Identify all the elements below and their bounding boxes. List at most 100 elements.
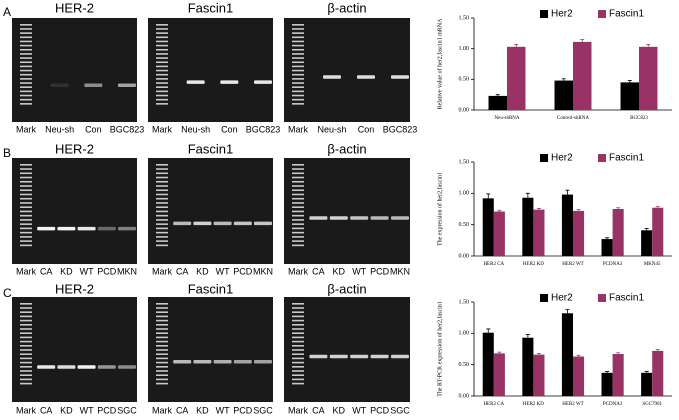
ladder-band (156, 366, 168, 368)
ladder-band (292, 223, 304, 225)
ladder-band (20, 164, 32, 166)
gel-image (284, 158, 410, 264)
ladder-band (156, 328, 168, 330)
ladder-band (156, 303, 168, 305)
gel-band (193, 221, 212, 226)
ladder-band (20, 103, 32, 105)
ladder-band (20, 353, 32, 355)
legend-label: Her2 (551, 153, 573, 164)
ladder-band (20, 24, 32, 26)
lane-label: PCD (370, 266, 390, 276)
gel-title: Fascin1 (188, 0, 234, 15)
lane-label: Mark (288, 124, 308, 134)
ladder-band (20, 378, 32, 381)
ladder-band (20, 94, 32, 97)
bar (573, 41, 592, 110)
gel-band (233, 360, 252, 364)
ladder-band (292, 378, 304, 381)
ladder-band (292, 65, 304, 68)
ladder-band (292, 374, 304, 376)
error-bar (536, 352, 541, 355)
ladder-band (20, 90, 32, 93)
x-tick-label: PCDNA3 (603, 262, 623, 267)
ladder-band (20, 61, 32, 64)
ladder-band (292, 382, 304, 385)
ladder-band (156, 193, 168, 196)
ladder-band (20, 78, 32, 80)
lane-label: WT (352, 405, 366, 415)
bar (612, 354, 624, 396)
ladder-band (156, 189, 168, 192)
ladder-band (156, 307, 168, 309)
ladder-band (292, 231, 304, 234)
y-tick-label: 0.50 (459, 362, 470, 368)
error-bar (565, 189, 570, 195)
ladder-band (20, 374, 32, 376)
lane-label: BGC823 (110, 124, 145, 134)
ladder-band (292, 172, 304, 175)
ladder-band (292, 32, 304, 34)
ladder-band (292, 90, 304, 93)
gel-band (233, 221, 252, 226)
ladder-band (292, 103, 304, 105)
ladder-band (156, 24, 168, 26)
ladder-band (292, 197, 304, 200)
gel-band (118, 226, 136, 231)
ladder-band (292, 164, 304, 166)
y-tick-label: 1.50 (459, 299, 470, 305)
ladder-band (292, 227, 304, 230)
ladder-band (292, 345, 304, 347)
ladder-band (20, 311, 32, 313)
gel-band (350, 216, 369, 220)
bar (533, 209, 545, 256)
ladder-band (156, 94, 168, 97)
lane-label: PCD (233, 405, 253, 415)
ladder-band (156, 168, 168, 170)
legend-label: Fascin1 (609, 153, 644, 164)
ladder-band (20, 40, 32, 43)
lane-label: PCD (97, 266, 117, 276)
ladder-band (292, 319, 304, 322)
gel-band (193, 360, 212, 364)
lane-label: KD (196, 266, 209, 276)
ladder-band (292, 328, 304, 330)
ladder-band (20, 206, 32, 208)
gel-band (309, 216, 328, 220)
ladder-band (156, 340, 168, 343)
bar (601, 372, 613, 396)
ladder-band (292, 349, 304, 351)
error-bar (605, 371, 610, 373)
ladder-band (20, 319, 32, 322)
error-bar (486, 328, 491, 333)
ladder-band (20, 32, 32, 34)
ladder-band (20, 370, 32, 372)
error-bar (655, 349, 660, 351)
gel-band (213, 221, 232, 226)
lane-label: Con (221, 124, 238, 134)
ladder-band (292, 361, 304, 364)
ladder-band (292, 36, 304, 39)
gel-band (329, 354, 348, 359)
lane-label: MKN (117, 266, 137, 276)
ladder-band (156, 32, 168, 34)
ladder-band (156, 206, 168, 208)
y-tick-label: 1.00 (459, 46, 470, 52)
ladder-band (20, 69, 32, 72)
ladder-band (156, 370, 168, 372)
error-bar (655, 206, 660, 208)
error-bar (525, 192, 530, 198)
bar (561, 194, 573, 256)
ladder-band (156, 57, 168, 59)
ladder-band (20, 336, 32, 339)
gel-band (323, 75, 341, 79)
ladder-band (156, 349, 168, 351)
ladder-band (20, 349, 32, 351)
ladder-band (20, 324, 32, 326)
ladder-band (292, 315, 304, 318)
bar (554, 80, 573, 110)
bar (482, 332, 494, 396)
ladder-band (20, 53, 32, 55)
lane-label: PCD (97, 405, 117, 415)
bar (641, 372, 653, 396)
gel-band (213, 360, 232, 364)
